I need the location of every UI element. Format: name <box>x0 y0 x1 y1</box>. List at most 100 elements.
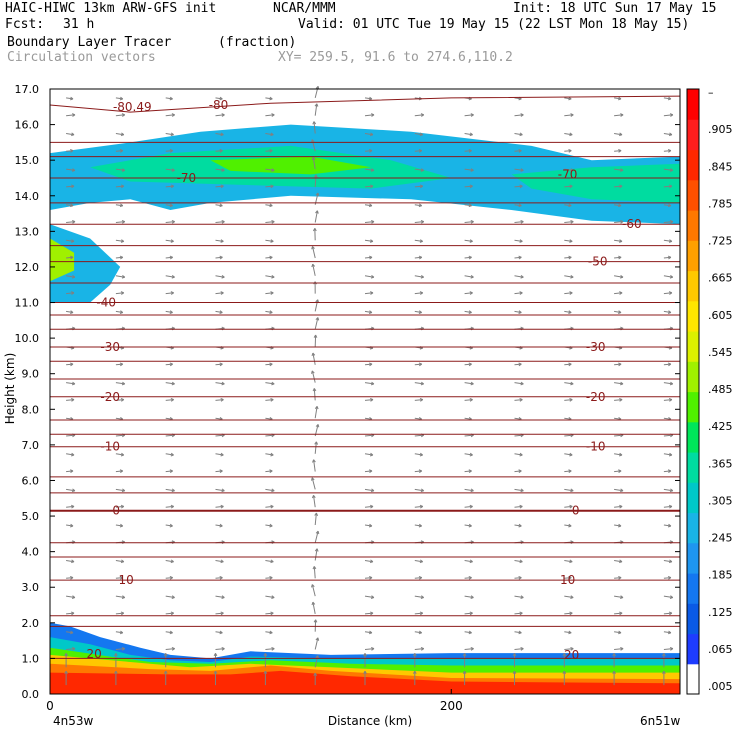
vector-arrowhead <box>669 219 674 224</box>
vector-arrowhead <box>469 452 473 457</box>
colorbar-swatch <box>687 270 699 302</box>
vector-arrow <box>663 168 673 171</box>
vector-arrowhead <box>169 148 173 153</box>
isotherm-label: -20 <box>586 390 606 404</box>
vector-arrow <box>66 417 74 420</box>
vector-arrowhead <box>315 424 320 428</box>
vector-arrowhead <box>418 630 422 635</box>
vector-arrow <box>314 548 318 561</box>
vector-arrow <box>663 560 672 563</box>
vector-arrowhead <box>72 646 76 651</box>
vector-arrow <box>265 185 274 188</box>
vector-arrow <box>614 382 624 385</box>
vector-arrowhead <box>418 523 422 528</box>
vector-arrowhead <box>569 291 573 295</box>
vector-arrowhead <box>271 381 275 386</box>
vector-arrowhead <box>220 397 224 402</box>
vector-arrowhead <box>71 239 75 243</box>
vector-arrow <box>614 505 623 508</box>
vector-arrowhead <box>169 255 173 260</box>
vector-arrowhead <box>419 504 424 509</box>
vector-arrowhead <box>269 310 273 314</box>
vector-arrowhead <box>420 595 424 599</box>
vector-arrow <box>215 577 223 579</box>
vector-arrowhead <box>619 239 623 243</box>
vector-arrowhead <box>419 291 424 295</box>
vector-arrowhead <box>269 148 273 153</box>
vector-arrow <box>313 459 316 472</box>
vector-arrow <box>414 275 424 278</box>
vector-arrow <box>663 577 671 579</box>
vector-arrowhead <box>311 495 316 499</box>
isotherm-label: -80.49 <box>113 100 152 114</box>
vector-arrowhead <box>120 559 125 564</box>
vector-arrow <box>265 221 275 223</box>
vector-arrow <box>514 133 523 136</box>
vector-arrowhead <box>169 630 173 635</box>
vector-arrow <box>66 363 74 366</box>
vector-arrow <box>265 114 275 117</box>
vector-arrow <box>614 417 622 420</box>
vector-arrowhead <box>170 291 174 295</box>
vector-arrowhead <box>619 397 623 402</box>
vector-arrowhead <box>569 504 573 509</box>
vector-arrowhead <box>662 653 666 657</box>
vector-arrowhead <box>620 488 624 493</box>
plot-axes: 0.0 1.0 2.0 3.0 4.0 5.0 6.0 7.0 8.0 9.0 10.0 11.0 12… <box>3 83 681 728</box>
vector-arrow <box>165 631 173 634</box>
vector-arrowhead <box>312 121 317 125</box>
vector-arrowhead <box>618 630 622 635</box>
vector-arrow <box>414 470 422 473</box>
vector-arrowhead <box>120 291 125 295</box>
vector-arrow <box>514 417 522 420</box>
vector-arrowhead <box>221 168 225 172</box>
vector-arrow <box>165 239 174 242</box>
vector-arrowhead <box>71 504 75 509</box>
vector-arrow <box>564 185 573 188</box>
vector-arrow <box>464 560 473 563</box>
vector-arrow <box>414 399 423 401</box>
vector-arrow <box>414 560 423 563</box>
vector-arrowhead <box>169 362 173 367</box>
vector-arrowhead <box>669 168 674 172</box>
vector-arrowhead <box>269 255 273 260</box>
vector-arrow <box>364 185 374 188</box>
x-end-label-left: 4n53w <box>53 714 94 728</box>
isotherm-label: 0 <box>572 504 580 518</box>
vector-arrowhead <box>469 184 473 189</box>
isotherm-label: -70 <box>177 171 197 185</box>
vector-arrowhead <box>469 611 473 616</box>
vector-arrow <box>663 417 671 420</box>
vector-arrowhead <box>170 397 174 402</box>
vector-arrow <box>564 382 574 385</box>
vector-arrowhead <box>469 291 473 295</box>
vector-arrow <box>265 239 274 242</box>
vector-arrow <box>364 363 373 366</box>
vector-arrowhead <box>312 228 317 232</box>
vector-arrowhead <box>271 168 275 172</box>
vector-arrow <box>564 310 572 313</box>
vector-arrow <box>165 595 175 598</box>
vector-arrow <box>66 239 75 242</box>
vector-arrow <box>663 524 671 527</box>
vector-arrowhead <box>370 184 374 189</box>
vector-arrowhead <box>568 148 572 153</box>
vector-arrow <box>165 648 175 650</box>
vector-arrow <box>464 256 472 259</box>
vector-arrow <box>115 612 124 615</box>
vector-arrowhead <box>518 469 522 474</box>
vector-arrow <box>165 434 175 437</box>
vector-arrowhead <box>568 310 572 314</box>
vector-arrowhead <box>114 670 118 674</box>
vector-arrow <box>66 97 74 100</box>
vector-arrowhead <box>420 113 425 117</box>
colorbar-label: .365 <box>708 457 733 470</box>
vector-arrow <box>414 221 424 223</box>
y-axis-label: Height (km) <box>3 353 17 424</box>
vector-arrowhead <box>668 452 673 457</box>
vector-arrow <box>614 363 622 366</box>
vector-arrow <box>514 560 523 563</box>
vector-arrowhead <box>70 310 74 314</box>
vector-arrow <box>66 150 74 152</box>
vector-arrow <box>464 524 472 527</box>
